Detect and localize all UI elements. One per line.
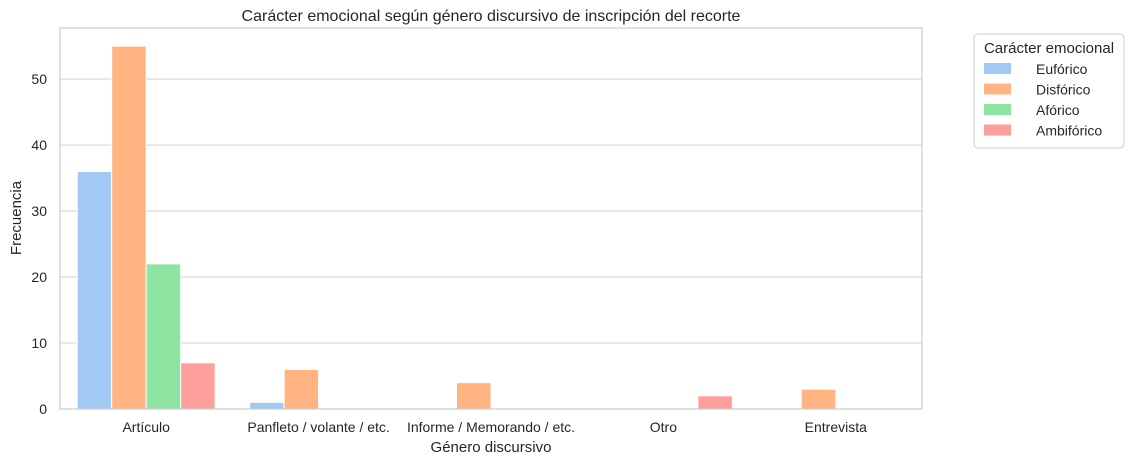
bar	[800, 388, 837, 410]
y-tick-label: 50	[31, 71, 47, 87]
legend-swatch	[984, 83, 1011, 95]
legend-label: Disfórico	[1036, 82, 1091, 98]
chart-title: Carácter emocional según género discursi…	[242, 8, 741, 25]
y-tick-label: 10	[31, 335, 47, 351]
bar	[697, 395, 733, 410]
bar	[111, 45, 147, 410]
legend-title: Carácter emocional	[984, 40, 1114, 57]
y-tick-label: 0	[39, 401, 47, 417]
y-tick-label: 20	[31, 269, 47, 285]
plot-frame	[59, 27, 923, 410]
y-axis-label: Frecuencia	[8, 180, 25, 255]
bar	[456, 382, 492, 410]
x-tick-label: Informe / Memorando / etc.	[407, 419, 575, 435]
bar	[180, 362, 216, 410]
y-tick-label: 40	[31, 137, 47, 153]
gridlines	[60, 78, 922, 344]
bar	[145, 263, 182, 410]
bars	[76, 45, 837, 410]
legend-label: Ambifórico	[1036, 123, 1102, 139]
x-tick-labels: Artículo Panfleto / volante / etc. Informe…	[122, 419, 867, 435]
legend: Carácter emocional Eufórico Disfórico Afór…	[973, 33, 1125, 149]
y-tick-labels: 0 10 20 30 40 50	[31, 71, 47, 417]
bar	[76, 170, 113, 410]
x-tick-label: Otro	[650, 419, 677, 435]
bar	[283, 368, 320, 410]
legend-box	[973, 33, 1125, 149]
bar	[249, 401, 285, 410]
legend-swatch	[984, 63, 1011, 74]
legend-label: Afórico	[1036, 102, 1080, 118]
legend-swatch	[984, 124, 1011, 136]
legend-swatch	[984, 104, 1011, 115]
x-tick-label: Artículo	[122, 419, 170, 435]
legend-label: Eufórico	[1036, 61, 1088, 77]
x-tick-label: Entrevista	[805, 419, 867, 435]
x-axis-label: Género discursivo	[431, 439, 552, 456]
y-tick-label: 30	[31, 203, 47, 219]
legend-items: Eufórico Disfórico Afórico Ambifórico	[984, 61, 1102, 139]
x-tick-label: Panfleto / volante / etc.	[247, 419, 389, 435]
